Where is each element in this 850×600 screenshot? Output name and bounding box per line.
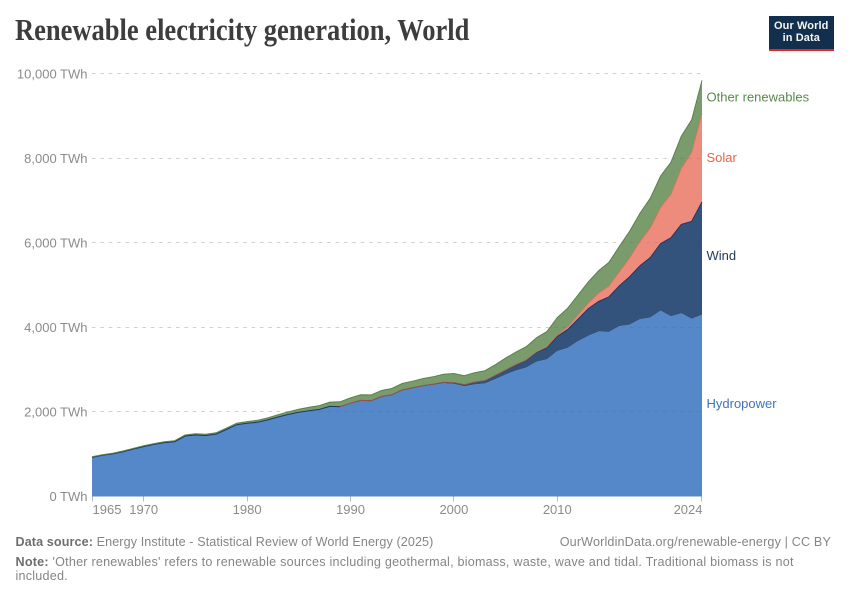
svg-text:1990: 1990	[336, 502, 365, 517]
svg-text:Hydropower: Hydropower	[707, 396, 778, 411]
svg-text:1970: 1970	[129, 502, 158, 517]
svg-text:10,000 TWh: 10,000 TWh	[17, 67, 88, 82]
svg-text:2010: 2010	[543, 502, 572, 517]
svg-text:1980: 1980	[233, 502, 262, 517]
svg-text:2,000 TWh: 2,000 TWh	[24, 405, 87, 420]
svg-text:Other renewables: Other renewables	[707, 90, 810, 105]
svg-text:1965: 1965	[93, 502, 122, 517]
svg-text:Solar: Solar	[707, 150, 738, 165]
svg-text:8,000 TWh: 8,000 TWh	[24, 151, 87, 166]
svg-text:Wind: Wind	[707, 248, 737, 263]
svg-text:0 TWh: 0 TWh	[49, 489, 87, 504]
svg-text:6,000 TWh: 6,000 TWh	[24, 236, 87, 251]
svg-text:2024: 2024	[674, 502, 703, 517]
svg-text:4,000 TWh: 4,000 TWh	[24, 320, 87, 335]
svg-text:2000: 2000	[439, 502, 468, 517]
